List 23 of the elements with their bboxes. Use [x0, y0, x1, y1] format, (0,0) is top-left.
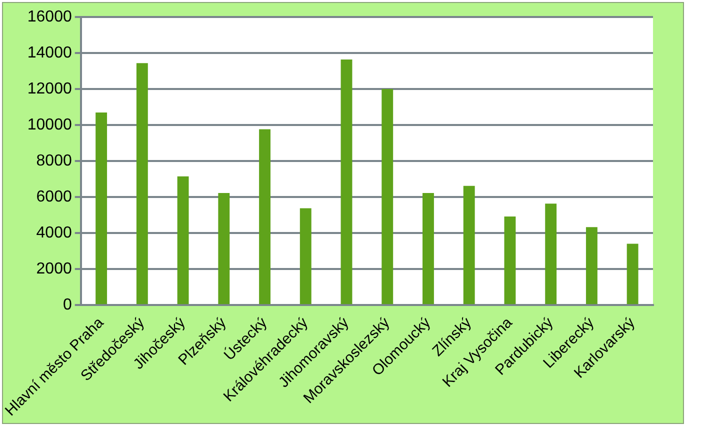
y-tick-label: 6000	[36, 188, 72, 206]
bar	[626, 244, 638, 304]
bar	[136, 63, 148, 304]
bar	[340, 60, 352, 304]
y-tick-label: 14000	[27, 44, 72, 62]
bar	[463, 186, 475, 304]
bar	[218, 192, 230, 304]
bar	[422, 192, 434, 304]
bar	[382, 89, 394, 304]
y-tick-label: 10000	[27, 116, 72, 134]
y-tick-label: 2000	[36, 260, 72, 278]
bar	[545, 204, 557, 304]
bar	[586, 227, 598, 304]
bar	[259, 129, 270, 304]
y-tick-label: 16000	[27, 8, 72, 26]
y-tick-label: 12000	[27, 80, 72, 98]
bar	[300, 208, 312, 304]
y-tick-label: 0	[62, 296, 72, 314]
y-tick-label: 8000	[36, 152, 72, 170]
y-tick-label: 4000	[36, 224, 72, 242]
bar	[504, 216, 516, 304]
bar	[96, 112, 108, 304]
bar	[177, 176, 189, 304]
